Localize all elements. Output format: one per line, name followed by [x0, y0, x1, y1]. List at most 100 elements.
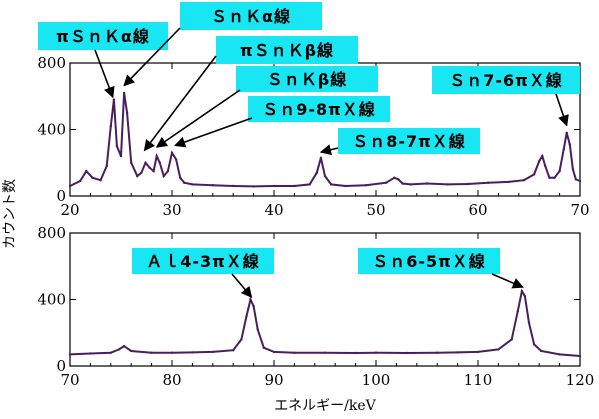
data-point: [364, 184, 367, 187]
data-point: [130, 349, 133, 353]
data-point: [256, 328, 259, 331]
data-point: [456, 351, 459, 354]
x-tick-label: 70: [60, 371, 79, 389]
data-point: [109, 125, 113, 128]
x-tick-label: 30: [162, 201, 181, 219]
data-point: [574, 178, 578, 181]
data-point: [117, 348, 121, 351]
callout-box: [358, 248, 500, 274]
data-point: [89, 352, 92, 355]
data-point: [148, 166, 151, 169]
callout-box: [248, 96, 390, 122]
data-point: [152, 169, 155, 173]
data-point: [565, 131, 568, 134]
data-point: [68, 353, 72, 356]
y-tick-label: 0: [56, 187, 66, 205]
callout-arrow: [94, 49, 115, 99]
data-point: [240, 338, 243, 341]
callout-arrow: [319, 144, 339, 156]
data-point: [558, 353, 561, 356]
data-point: [293, 184, 296, 188]
x-tick-label: 100: [362, 371, 391, 389]
data-point: [272, 350, 276, 354]
data-point: [329, 183, 333, 186]
peak-callout: πＳｎＫβ線: [143, 36, 358, 152]
data-point: [79, 179, 82, 183]
y-tick-label: 400: [37, 291, 66, 309]
callout-label: Ｓｎ6-5πＸ線: [372, 252, 486, 271]
data-point: [293, 351, 296, 354]
data-point: [162, 174, 165, 178]
peak-callout: πＳｎＫα線: [38, 22, 168, 99]
callout-arrow: [491, 273, 524, 289]
data-point: [158, 161, 161, 164]
callout-arrow: [143, 55, 217, 152]
data-point: [532, 173, 536, 176]
data-point: [140, 171, 143, 174]
data-point: [374, 351, 378, 354]
data-point: [409, 183, 412, 186]
x-tick-label: 120: [566, 371, 595, 389]
callout-box: [38, 22, 168, 50]
data-point: [436, 351, 439, 354]
data-point: [249, 298, 252, 301]
data-point: [174, 158, 178, 161]
data-point: [68, 184, 72, 188]
data-point: [191, 351, 194, 354]
data-point: [166, 169, 170, 173]
y-tick-label: 800: [37, 224, 66, 242]
data-point: [541, 154, 544, 158]
data-point: [252, 304, 255, 308]
data-point: [191, 183, 194, 186]
data-point: [510, 338, 513, 341]
callout-box: [216, 36, 358, 64]
callout-box: [236, 66, 378, 92]
data-point: [523, 295, 527, 298]
data-point: [520, 290, 524, 293]
data-point: [170, 151, 174, 154]
data-point: [548, 176, 551, 179]
data-point: [393, 176, 396, 179]
data-point: [516, 309, 519, 313]
data-point: [105, 164, 108, 168]
callout-box: [338, 128, 480, 154]
callout-label: πＳｎＫα線: [56, 27, 150, 46]
data-point: [476, 350, 480, 354]
data-point: [446, 183, 449, 186]
callout-arrow: [123, 27, 181, 87]
data-point: [354, 351, 357, 355]
data-point: [466, 182, 469, 186]
data-point: [538, 159, 541, 163]
x-axis-title: エネルギー/keV: [274, 398, 376, 414]
data-point: [91, 176, 94, 179]
data-point: [323, 174, 327, 178]
data-point: [112, 98, 116, 101]
callout-arrow: [155, 89, 241, 148]
data-point: [211, 184, 214, 187]
data-point: [562, 148, 565, 151]
data-point: [119, 154, 123, 158]
x-tick-label: 80: [162, 371, 181, 389]
data-point: [136, 174, 139, 178]
data-point: [211, 350, 214, 354]
peak-callout: Ｓｎ8-7πＸ線: [319, 128, 480, 156]
x-tick-label: 20: [60, 201, 79, 219]
data-point: [405, 351, 408, 355]
y-tick-label: 800: [37, 54, 66, 72]
data-point: [319, 156, 323, 159]
x-tick-label: 60: [468, 201, 487, 219]
callout-label: ＳｎＫα線: [211, 7, 291, 26]
callout-arrow: [174, 117, 253, 148]
callout-box: [180, 2, 322, 30]
data-point: [150, 351, 153, 354]
data-point: [323, 351, 327, 354]
data-point: [578, 179, 582, 183]
data-point: [425, 182, 429, 185]
data-point: [397, 178, 400, 181]
y-tick-label: 0: [56, 357, 66, 375]
data-point: [99, 179, 102, 182]
data-point: [344, 184, 347, 188]
data-point: [115, 144, 119, 148]
data-point: [540, 349, 543, 353]
data-point: [232, 184, 235, 188]
